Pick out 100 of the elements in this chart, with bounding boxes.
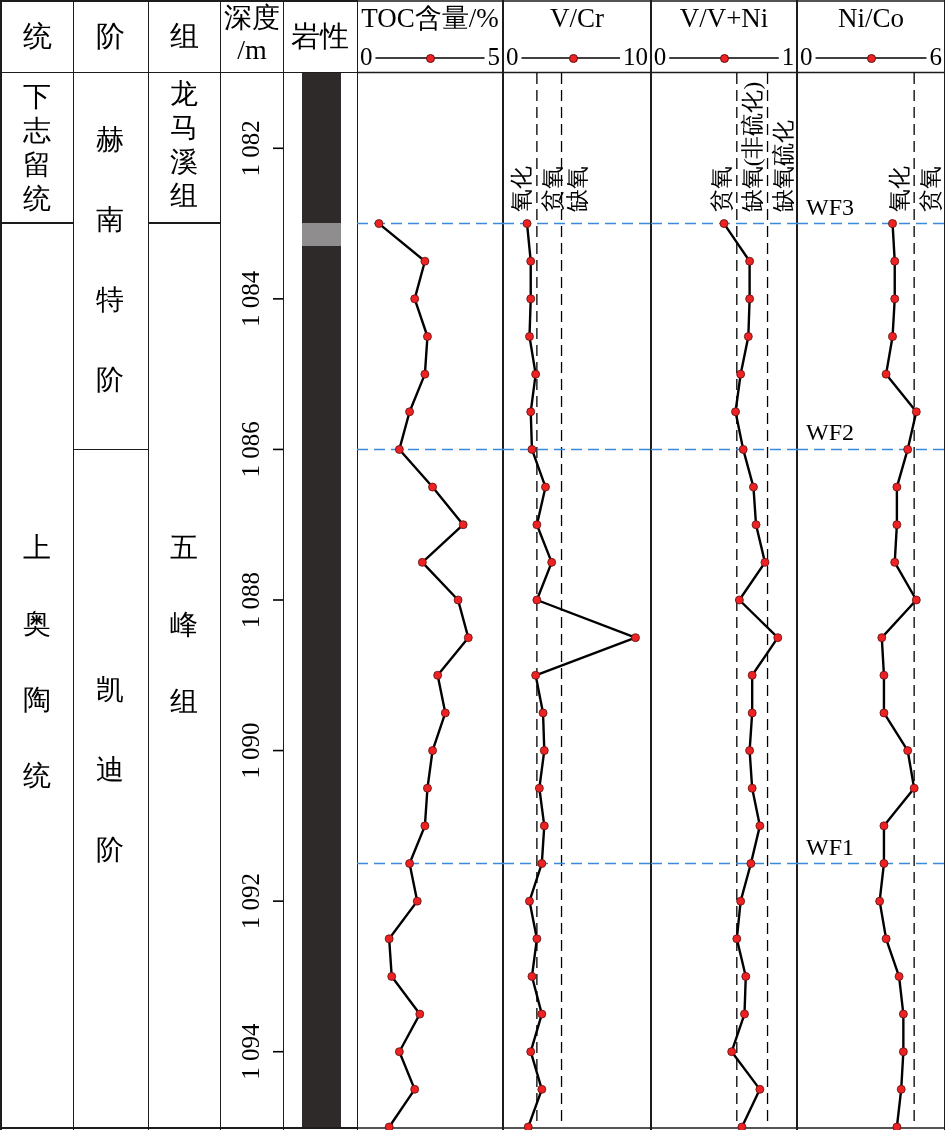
- point: [539, 821, 549, 831]
- point: [755, 1084, 765, 1094]
- text: 五峰组: [170, 532, 198, 717]
- point: [415, 1009, 425, 1019]
- point: [879, 821, 889, 831]
- point: [898, 1047, 908, 1057]
- x-tick-label: 5: [487, 42, 501, 70]
- y-tick-label: 1 086: [236, 421, 264, 478]
- text: 岩性: [291, 19, 349, 52]
- y-tick-label: 1 084: [236, 270, 264, 327]
- text: 凯迪阶: [96, 674, 124, 865]
- point: [410, 1084, 420, 1094]
- x-axis-title: V/V+Ni: [679, 2, 769, 33]
- point: [394, 445, 404, 454]
- point: [755, 821, 765, 831]
- point: [522, 219, 532, 228]
- point: [747, 708, 757, 718]
- point: [894, 972, 904, 981]
- point: [719, 219, 729, 228]
- text: 赫南特阶: [96, 124, 124, 395]
- point: [526, 407, 536, 417]
- point: [890, 294, 900, 304]
- y-tick-label: 1 090: [236, 722, 264, 779]
- point: [526, 294, 536, 304]
- point: [538, 708, 548, 718]
- point: [537, 1084, 547, 1094]
- point: [420, 369, 430, 379]
- point: [537, 859, 547, 868]
- point: [877, 633, 887, 643]
- point: [743, 332, 753, 341]
- y-tick-label: 1 082: [236, 120, 264, 177]
- annotation: 贫氧: [708, 166, 734, 212]
- point: [875, 896, 885, 906]
- point: [892, 520, 902, 530]
- point: [898, 1009, 908, 1019]
- point: [746, 859, 756, 868]
- text: 上奥陶统: [23, 532, 51, 791]
- point: [420, 256, 430, 266]
- point: [412, 896, 422, 906]
- point: [903, 746, 913, 755]
- ref-line-label: WF1: [806, 833, 854, 860]
- point: [737, 1122, 747, 1130]
- point: [890, 557, 900, 567]
- point: [903, 445, 913, 454]
- x-tick-label: 0: [653, 42, 667, 70]
- annotation: 贫氧: [539, 166, 565, 212]
- point: [527, 445, 537, 454]
- point: [773, 633, 783, 643]
- text: 下志留统: [23, 81, 51, 214]
- annotation: 缺氧: [564, 166, 590, 212]
- point: [526, 256, 536, 266]
- point: [896, 1084, 906, 1094]
- text: 龙马溪组: [170, 78, 198, 211]
- text: 阶: [95, 19, 125, 52]
- point: [463, 633, 473, 643]
- point: [428, 746, 437, 755]
- point: [428, 482, 437, 492]
- point: [745, 294, 755, 304]
- point: [881, 369, 891, 379]
- annotation: 氧化: [886, 166, 912, 212]
- point: [738, 445, 748, 454]
- annotation: 氧化: [508, 166, 534, 212]
- point: [747, 670, 757, 680]
- point: [374, 219, 384, 228]
- y-tick-label: 1 094: [236, 1023, 264, 1080]
- point: [731, 407, 740, 417]
- point: [384, 934, 394, 944]
- point: [745, 256, 755, 266]
- point: [523, 1122, 533, 1130]
- point: [547, 557, 557, 567]
- point: [420, 821, 430, 831]
- point: [890, 256, 900, 266]
- point: [541, 482, 550, 492]
- y-axis-title: 深度/m: [224, 2, 280, 66]
- point: [410, 294, 420, 304]
- point: [911, 407, 921, 417]
- point: [749, 482, 758, 492]
- point: [888, 332, 897, 341]
- x-tick-label: 0: [505, 42, 519, 70]
- point: [879, 670, 889, 680]
- point: [423, 332, 432, 341]
- x-axis-title: TOC含量/%: [361, 2, 499, 33]
- point: [892, 1122, 902, 1130]
- point: [747, 783, 757, 793]
- text: 统: [22, 19, 52, 52]
- x-axis-title: V/Cr: [550, 2, 604, 33]
- point: [527, 972, 537, 981]
- point: [405, 859, 414, 868]
- point: [405, 407, 414, 417]
- point: [732, 934, 742, 944]
- point: [440, 708, 450, 718]
- y-tick-label: 1 092: [236, 873, 264, 930]
- point: [417, 557, 427, 567]
- point: [631, 633, 640, 643]
- point: [387, 972, 397, 981]
- x-tick-label: 1: [781, 42, 795, 70]
- point: [525, 332, 534, 341]
- ref-line-label: WF2: [806, 419, 854, 446]
- point: [534, 783, 544, 793]
- point: [911, 595, 921, 605]
